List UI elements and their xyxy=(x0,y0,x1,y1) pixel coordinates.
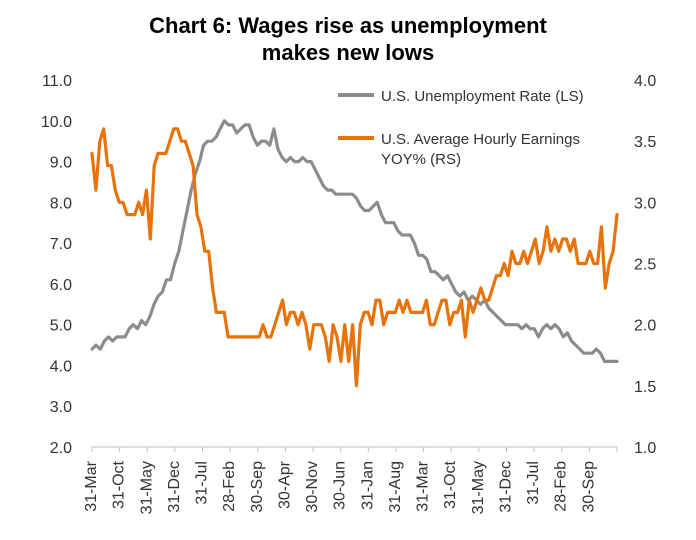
x-tick-label: 28-Feb xyxy=(221,461,238,512)
series-line-earnings xyxy=(90,127,619,388)
y-right-tick-label: 2.0 xyxy=(634,318,656,335)
x-tick-label: 31-Jul xyxy=(525,461,542,505)
x-tick-label: 31-Dec xyxy=(497,461,514,513)
chart-title-line-2: makes new lows xyxy=(262,40,434,65)
chart-title-line-1: Chart 6: Wages rise as unemployment xyxy=(149,13,547,38)
x-tick-label: 31-Mar xyxy=(83,460,100,511)
x-tick-label: 31-Dec xyxy=(166,461,183,513)
y-left-tick-label: 4.0 xyxy=(50,358,72,375)
y-left-tick-label: 3.0 xyxy=(50,399,72,416)
x-tick-label: 30-Sep xyxy=(249,461,266,513)
x-tick-label: 30-Nov xyxy=(304,461,321,513)
y-left-tick-label: 8.0 xyxy=(50,195,72,212)
x-tick-label: 31-Jan xyxy=(359,461,376,510)
x-tick-label: 31-Oct xyxy=(442,460,459,509)
y-left-tick-label: 9.0 xyxy=(50,155,72,172)
x-tick-label: 30-Sep xyxy=(580,461,597,513)
axes-layer: 2.0 3.0 4.0 5.0 6.0 7.0 8.0 9.0 10.0 11.0 1.0 1.5 2.… xyxy=(41,73,656,514)
legend-label-unemployment: U.S. Unemployment Rate (LS) xyxy=(381,88,584,105)
y-right-tick-label: 2.5 xyxy=(634,257,656,274)
y-left-tick-label: 5.0 xyxy=(50,318,72,335)
y-right-tick-label: 1.0 xyxy=(634,440,656,457)
x-tick-label: 30-Apr xyxy=(276,460,293,509)
x-tick-label: 31-Jul xyxy=(194,461,211,505)
y-left-tick-label: 2.0 xyxy=(50,440,72,457)
x-tick-label: 28-Feb xyxy=(553,461,570,512)
x-tick-label: 31-May xyxy=(470,461,487,514)
legend: U.S. Unemployment Rate (LS) U.S. Average… xyxy=(338,88,584,168)
legend-label-earnings: U.S. Average Hourly Earnings YOY% (RS) xyxy=(381,131,580,168)
y-left-tick-label: 6.0 xyxy=(50,277,72,294)
series-layer xyxy=(90,119,619,388)
y-right-tick-label: 3.5 xyxy=(634,134,656,151)
x-tick-label: 31-May xyxy=(138,461,155,514)
series-line-unemployment xyxy=(90,119,619,363)
y-right-tick-label: 1.5 xyxy=(634,379,656,396)
x-tick-label: 31-Oct xyxy=(111,460,128,509)
x-tick-label: 30-Jun xyxy=(332,461,349,510)
y-left-tick-label: 10.0 xyxy=(41,114,72,131)
y-left-tick-label: 7.0 xyxy=(50,236,72,253)
y-right-tick-label: 4.0 xyxy=(634,73,656,90)
y-right-tick-label: 3.0 xyxy=(634,195,656,212)
x-tick-label: 31-Aug xyxy=(387,461,404,513)
y-left-tick-label: 11.0 xyxy=(42,73,72,90)
x-tick-label: 31-Mar xyxy=(415,460,432,511)
